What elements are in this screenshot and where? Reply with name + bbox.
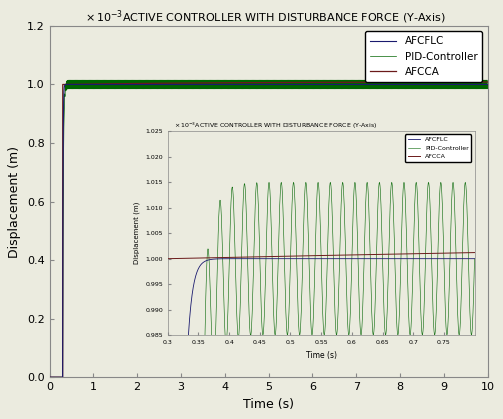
AFCFLC (97, 82, 103, 87)
PID-Controller (452, 78, 458, 83)
PID-Controller (282, 85, 288, 90)
AFCCA (46, 375, 52, 380)
AFCFLC (360, 82, 366, 87)
AFCCA (282, 80, 288, 85)
AFCCA (277, 80, 283, 85)
AFCCA (360, 80, 366, 85)
AFCFLC (277, 82, 283, 87)
AFCFLC (73, 82, 79, 87)
AFCCA (485, 80, 491, 85)
AFCFLC (485, 82, 491, 87)
Line: PID-Controller: PID-Controller (49, 80, 488, 377)
PID-Controller (360, 79, 366, 84)
Text: $\times\,10^{-3}$ACTIVE CONTROLLER WITH DISTURBANCE FORCE (Y-Axis): $\times\,10^{-3}$ACTIVE CONTROLLER WITH … (85, 8, 445, 26)
PID-Controller (277, 86, 283, 91)
AFCFLC (452, 82, 458, 87)
PID-Controller (46, 375, 52, 380)
AFCCA (452, 80, 458, 85)
AFCCA (97, 81, 103, 86)
Legend: AFCFLC, PID-Controller, AFCCA: AFCFLC, PID-Controller, AFCCA (365, 31, 482, 82)
PID-Controller (67, 78, 73, 83)
PID-Controller (404, 79, 410, 84)
X-axis label: Time (s): Time (s) (243, 398, 294, 411)
AFCCA (404, 80, 410, 85)
PID-Controller (485, 82, 491, 87)
Line: AFCCA: AFCCA (49, 82, 488, 377)
AFCFLC (282, 82, 288, 87)
PID-Controller (97, 85, 103, 90)
AFCFLC (46, 375, 52, 380)
AFCFLC (404, 82, 410, 87)
Line: AFCFLC: AFCFLC (49, 85, 488, 377)
Y-axis label: Displacement (m): Displacement (m) (9, 145, 21, 258)
